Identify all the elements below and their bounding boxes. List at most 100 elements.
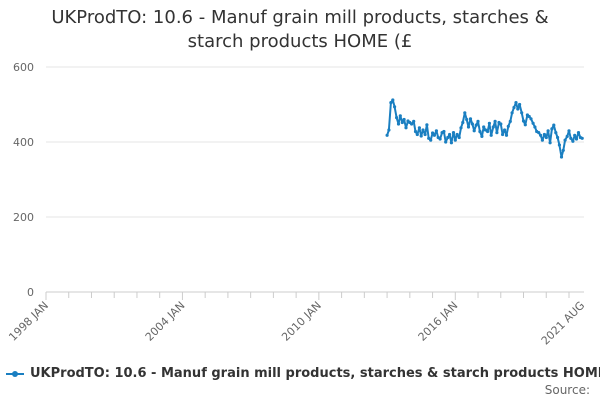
data-point[interactable] bbox=[574, 137, 579, 141]
data-point[interactable] bbox=[461, 120, 465, 125]
data-point[interactable] bbox=[476, 119, 480, 123]
data-point[interactable] bbox=[448, 132, 452, 137]
data-point[interactable] bbox=[516, 107, 520, 111]
data-point[interactable] bbox=[438, 137, 442, 141]
data-point[interactable] bbox=[391, 98, 395, 102]
data-point[interactable] bbox=[556, 135, 560, 140]
data-point[interactable] bbox=[404, 126, 408, 130]
data-point[interactable] bbox=[565, 134, 569, 138]
x-tick-label: 1998 JAN bbox=[6, 299, 51, 344]
data-point[interactable] bbox=[446, 135, 450, 140]
data-point[interactable] bbox=[387, 128, 391, 132]
data-point[interactable] bbox=[453, 138, 457, 142]
data-point[interactable] bbox=[480, 134, 484, 138]
data-point[interactable] bbox=[576, 131, 581, 135]
data-point[interactable] bbox=[423, 132, 427, 137]
data-point[interactable] bbox=[466, 125, 471, 129]
data-point[interactable] bbox=[463, 111, 467, 115]
data-point[interactable] bbox=[521, 119, 526, 123]
data-point[interactable] bbox=[398, 114, 402, 118]
data-point[interactable] bbox=[410, 122, 414, 126]
data-point[interactable] bbox=[563, 138, 567, 142]
data-point[interactable] bbox=[444, 140, 448, 144]
data-point[interactable] bbox=[415, 132, 419, 137]
data-point[interactable] bbox=[474, 123, 478, 127]
data-point[interactable] bbox=[540, 138, 545, 142]
data-point[interactable] bbox=[548, 141, 552, 145]
data-point[interactable] bbox=[402, 117, 406, 122]
data-point[interactable] bbox=[527, 114, 531, 119]
data-point[interactable] bbox=[546, 129, 550, 133]
data-point[interactable] bbox=[413, 129, 418, 134]
data-point[interactable] bbox=[442, 129, 446, 134]
data-point[interactable] bbox=[569, 136, 573, 140]
data-point[interactable] bbox=[455, 132, 459, 137]
data-point[interactable] bbox=[432, 133, 436, 137]
data-point[interactable] bbox=[396, 122, 401, 126]
data-point[interactable] bbox=[465, 117, 469, 122]
data-point[interactable] bbox=[400, 120, 404, 125]
data-point[interactable] bbox=[501, 132, 505, 137]
data-point[interactable] bbox=[489, 133, 493, 137]
data-point[interactable] bbox=[557, 143, 562, 147]
data-point[interactable] bbox=[482, 125, 486, 129]
data-point[interactable] bbox=[518, 102, 522, 107]
data-point[interactable] bbox=[495, 131, 499, 135]
data-point[interactable] bbox=[421, 128, 425, 132]
data-point[interactable] bbox=[468, 117, 473, 121]
data-point[interactable] bbox=[506, 124, 510, 128]
data-point[interactable] bbox=[385, 133, 389, 137]
data-point[interactable] bbox=[514, 101, 518, 105]
data-point[interactable] bbox=[510, 111, 514, 115]
x-tick-label: 2010 JAN bbox=[279, 299, 324, 344]
data-point[interactable] bbox=[523, 123, 527, 127]
grid-lines bbox=[46, 66, 584, 218]
data-point[interactable] bbox=[552, 123, 556, 127]
data-point[interactable] bbox=[580, 136, 584, 140]
legend[interactable]: UKProdTO: 10.6 - Manuf grain mill produc… bbox=[6, 366, 600, 381]
data-point[interactable] bbox=[449, 141, 453, 145]
data-point[interactable] bbox=[573, 133, 577, 137]
data-point[interactable] bbox=[457, 135, 461, 140]
data-point[interactable] bbox=[503, 128, 507, 132]
data-point[interactable] bbox=[537, 131, 541, 135]
data-point[interactable] bbox=[542, 132, 547, 137]
data-point[interactable] bbox=[567, 129, 571, 133]
data-point[interactable] bbox=[395, 116, 399, 120]
data-point[interactable] bbox=[389, 101, 393, 105]
data-point[interactable] bbox=[520, 111, 524, 115]
data-point[interactable] bbox=[499, 122, 503, 126]
data-point[interactable] bbox=[571, 139, 575, 143]
data-point[interactable] bbox=[459, 126, 463, 130]
data-point[interactable] bbox=[504, 133, 509, 137]
data-point[interactable] bbox=[491, 125, 495, 129]
y-tick-label: 0 bbox=[27, 286, 34, 299]
data-point[interactable] bbox=[544, 135, 548, 140]
data-point[interactable] bbox=[478, 129, 482, 134]
data-point[interactable] bbox=[417, 126, 421, 130]
data-point[interactable] bbox=[419, 134, 423, 138]
data-point[interactable] bbox=[539, 133, 543, 137]
data-point[interactable] bbox=[533, 125, 537, 129]
data-point[interactable] bbox=[559, 155, 564, 159]
data-point[interactable] bbox=[472, 129, 476, 133]
data-point[interactable] bbox=[561, 148, 565, 152]
data-point[interactable] bbox=[550, 127, 554, 131]
y-tick-label: 600 bbox=[13, 61, 34, 74]
data-point[interactable] bbox=[493, 119, 497, 123]
data-point[interactable] bbox=[487, 121, 491, 125]
data-point[interactable] bbox=[554, 131, 558, 135]
data-point[interactable] bbox=[512, 105, 516, 110]
data-point[interactable] bbox=[470, 122, 474, 126]
data-point[interactable] bbox=[431, 131, 435, 135]
data-point[interactable] bbox=[529, 117, 533, 121]
data-point[interactable] bbox=[434, 129, 438, 133]
data-point[interactable] bbox=[531, 121, 535, 125]
data-point[interactable] bbox=[451, 131, 456, 135]
data-point[interactable] bbox=[486, 129, 490, 134]
data-point[interactable] bbox=[425, 123, 429, 127]
data-point[interactable] bbox=[508, 119, 512, 123]
data-point[interactable] bbox=[412, 119, 416, 123]
data-point[interactable] bbox=[429, 138, 433, 142]
data-point[interactable] bbox=[393, 105, 397, 109]
